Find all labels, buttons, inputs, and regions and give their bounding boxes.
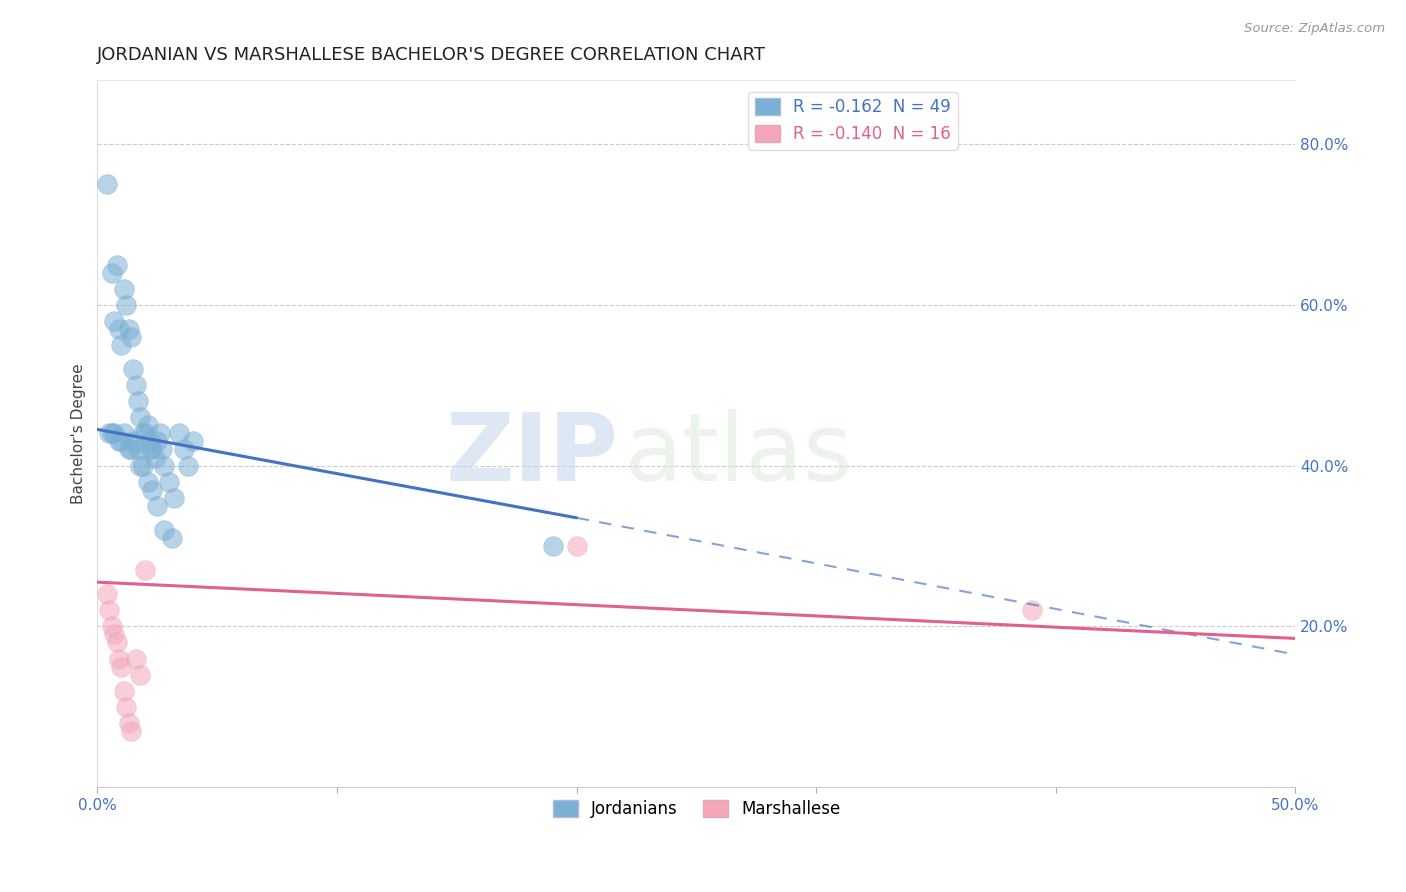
Point — [117, 715, 139, 730]
Point — [96, 587, 118, 601]
Point — [112, 683, 135, 698]
Point — [105, 635, 128, 649]
Point — [132, 458, 155, 473]
Point — [141, 442, 163, 457]
Point — [100, 426, 122, 441]
Point — [125, 378, 148, 392]
Point — [129, 667, 152, 681]
Point — [117, 442, 139, 457]
Point — [98, 603, 121, 617]
Point — [139, 442, 162, 457]
Point — [108, 651, 131, 665]
Text: JORDANIAN VS MARSHALLESE BACHELOR'S DEGREE CORRELATION CHART: JORDANIAN VS MARSHALLESE BACHELOR'S DEGR… — [97, 46, 766, 64]
Point — [134, 563, 156, 577]
Point — [117, 322, 139, 336]
Point — [146, 434, 169, 449]
Point — [127, 442, 149, 457]
Point — [103, 314, 125, 328]
Point — [136, 418, 159, 433]
Legend: Jordanians, Marshallese: Jordanians, Marshallese — [546, 793, 846, 825]
Point — [129, 458, 152, 473]
Text: atlas: atlas — [624, 409, 853, 500]
Point — [125, 651, 148, 665]
Point — [103, 627, 125, 641]
Point — [565, 539, 588, 553]
Point — [167, 426, 190, 441]
Point — [134, 426, 156, 441]
Point — [541, 539, 564, 553]
Point — [177, 458, 200, 473]
Point — [115, 298, 138, 312]
Y-axis label: Bachelor's Degree: Bachelor's Degree — [72, 363, 86, 504]
Point — [157, 475, 180, 489]
Point — [105, 258, 128, 272]
Point — [112, 282, 135, 296]
Point — [122, 434, 145, 449]
Point — [143, 450, 166, 465]
Point — [129, 410, 152, 425]
Point — [173, 442, 195, 457]
Point — [100, 619, 122, 633]
Text: ZIP: ZIP — [446, 409, 619, 500]
Point — [115, 699, 138, 714]
Point — [98, 426, 121, 441]
Point — [110, 659, 132, 673]
Point — [153, 458, 176, 473]
Point — [100, 266, 122, 280]
Point — [120, 330, 142, 344]
Point — [139, 434, 162, 449]
Point — [132, 426, 155, 441]
Point — [110, 434, 132, 449]
Point — [122, 362, 145, 376]
Point — [112, 426, 135, 441]
Point — [153, 523, 176, 537]
Point — [163, 491, 186, 505]
Point — [136, 475, 159, 489]
Point — [103, 426, 125, 441]
Point — [127, 394, 149, 409]
Point — [120, 723, 142, 738]
Point — [120, 442, 142, 457]
Point — [150, 442, 173, 457]
Point — [160, 531, 183, 545]
Text: Source: ZipAtlas.com: Source: ZipAtlas.com — [1244, 22, 1385, 36]
Point — [181, 434, 204, 449]
Point — [96, 177, 118, 191]
Point — [146, 499, 169, 513]
Point — [108, 434, 131, 449]
Point — [149, 426, 172, 441]
Point — [1021, 603, 1043, 617]
Point — [141, 483, 163, 497]
Point — [108, 322, 131, 336]
Point — [110, 338, 132, 352]
